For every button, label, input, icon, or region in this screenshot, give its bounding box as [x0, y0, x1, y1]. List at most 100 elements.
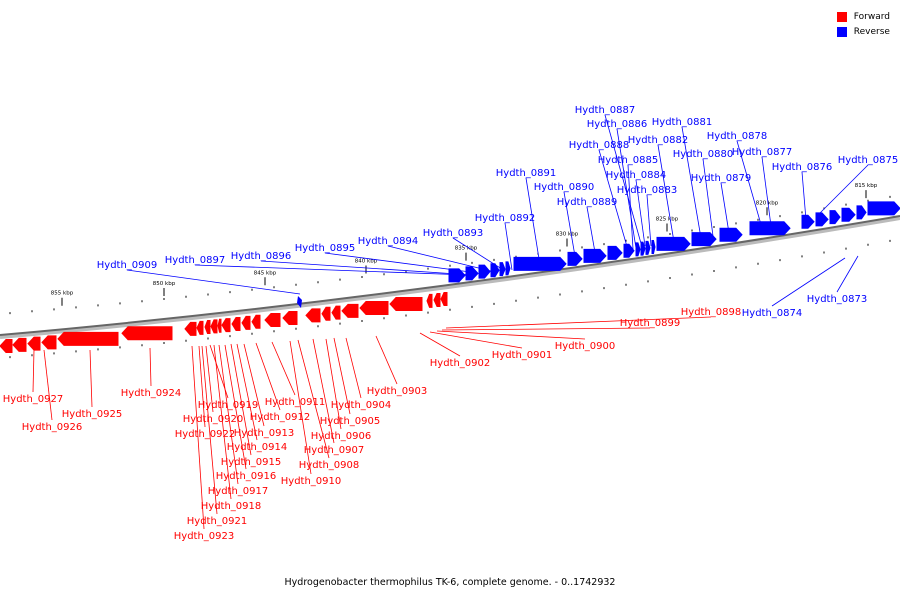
- forward-gene-arrow: [341, 303, 359, 318]
- leader-line: [218, 344, 239, 485]
- leader-line: [198, 345, 206, 428]
- reverse-gene-arrow: [623, 243, 635, 258]
- tick-label: 855 kbp: [51, 291, 74, 297]
- leader-line: [616, 128, 637, 249]
- leader-line: [801, 171, 807, 221]
- gene-label: Hydth_0918: [201, 501, 262, 512]
- gene-label: Hydth_0896: [231, 251, 292, 262]
- gene-label: Hydth_0908: [299, 460, 360, 471]
- leader-lines: [32, 114, 869, 530]
- gene-label: Hydth_0882: [628, 135, 689, 146]
- gene-label: Hydth_0898: [681, 307, 742, 318]
- forward-gene-arrow: [264, 312, 281, 327]
- leader-line: [736, 140, 763, 229]
- reverse-gene-arrow: [505, 261, 511, 276]
- reverse-gene-arrow: [801, 214, 815, 229]
- forward-gene-arrow: [204, 320, 211, 335]
- leader-line: [419, 332, 461, 357]
- gene-label: Hydth_0899: [620, 318, 681, 329]
- tick-label: 850 kbp: [153, 281, 176, 287]
- reverse-gene-arrow: [297, 296, 302, 308]
- gene-label: Hydth_0880: [673, 149, 734, 160]
- forward-gene-arrow: [217, 318, 222, 333]
- gene-label: Hydth_0915: [221, 457, 282, 468]
- reverse-gene-arrow: [583, 248, 607, 263]
- leader-line: [271, 341, 296, 396]
- leader-line: [230, 343, 252, 456]
- reverse-gene-arrow: [490, 263, 500, 278]
- gene-label: Hydth_0903: [367, 386, 428, 397]
- reverse-gene-arrow: [856, 205, 867, 220]
- gene-label: Hydth_0901: [492, 350, 553, 361]
- leader-line: [213, 344, 232, 500]
- reverse-gene-arrow: [841, 207, 856, 222]
- leader-line: [819, 164, 869, 214]
- gene-label: Hydth_0888: [569, 140, 630, 151]
- leader-line: [525, 177, 541, 266]
- gene-label: Hydth_0873: [807, 294, 868, 305]
- tick-label: 815 kbp: [855, 183, 878, 189]
- leader-line: [325, 338, 342, 430]
- leader-line: [836, 255, 859, 293]
- gene-label: Hydth_0893: [423, 228, 484, 239]
- leader-line: [445, 316, 712, 329]
- forward-gene-arrow: [210, 319, 218, 334]
- gene-label: Hydth_0916: [216, 471, 277, 482]
- reverse-gene-arrow: [513, 256, 567, 271]
- gene-label: Hydth_0912: [250, 412, 311, 423]
- reverse-gene-arrow: [645, 240, 651, 255]
- leader-line: [260, 260, 473, 276]
- leader-line: [635, 179, 646, 247]
- reverse-gene-arrow: [749, 221, 791, 236]
- gene-label: Hydth_0919: [198, 400, 259, 411]
- reverse-gene-arrow: [635, 242, 641, 257]
- leader-line: [201, 345, 218, 515]
- gene-label: Hydth_0902: [430, 358, 491, 369]
- leader-line: [627, 164, 634, 250]
- gene-label: Hydth_0897: [165, 255, 226, 266]
- forward-gene-arrow: [440, 292, 448, 307]
- leader-line: [504, 222, 513, 271]
- gene-label: Hydth_0890: [534, 182, 595, 193]
- forward-gene-arrow: [331, 305, 341, 320]
- gene-label: Hydth_0883: [617, 185, 678, 196]
- forward-gene-arrow: [426, 293, 433, 308]
- forward-gene-arrow: [27, 336, 41, 351]
- tick-label: 830 kbp: [556, 232, 579, 238]
- forward-gene-arrow: [196, 320, 204, 335]
- gene-label: Hydth_0879: [691, 173, 752, 184]
- gene-label: Hydth_0911: [265, 397, 326, 408]
- leader-line: [89, 349, 93, 408]
- reverse-gene-arrow: [567, 251, 583, 266]
- reverse-gene-arrow: [640, 241, 646, 256]
- reverse-gene-arrow: [815, 212, 829, 227]
- genome-caption: Hydrogenobacter thermophilus TK-6, compl…: [284, 577, 616, 588]
- leader-line: [43, 349, 53, 421]
- gene-label: Hydth_0889: [557, 197, 618, 208]
- leader-line: [681, 126, 702, 239]
- gene-label: Hydth_0923: [174, 531, 235, 542]
- leader-line: [194, 264, 469, 276]
- leader-line: [191, 345, 205, 530]
- forward-gene-arrow: [359, 300, 389, 315]
- gene-label: Hydth_0921: [187, 516, 248, 527]
- tick-label: 820 kbp: [756, 200, 779, 206]
- legend-item-reverse: Reverse: [836, 24, 890, 39]
- gene-label: Hydth_0906: [311, 431, 372, 442]
- leader-line: [32, 349, 35, 393]
- gene-label: Hydth_0910: [281, 476, 342, 487]
- leader-line: [720, 182, 730, 234]
- gene-label: Hydth_0917: [208, 486, 269, 497]
- gene-label: Hydth_0925: [62, 409, 123, 420]
- tick-label: 840 kbp: [355, 258, 378, 264]
- forward-gene-arrow: [12, 337, 27, 352]
- forward-gene-arrow: [241, 315, 251, 330]
- leader-line: [761, 156, 772, 227]
- forward-gene-arrow: [389, 296, 423, 311]
- reverse-gene-arrow: [656, 236, 691, 251]
- gene-label: Hydth_0905: [320, 416, 381, 427]
- gene-label: Hydth_0900: [555, 341, 616, 352]
- gene-label: Hydth_0920: [183, 414, 244, 425]
- gene-label: Hydth_0887: [575, 105, 636, 116]
- legend-label-forward: Forward: [853, 11, 890, 22]
